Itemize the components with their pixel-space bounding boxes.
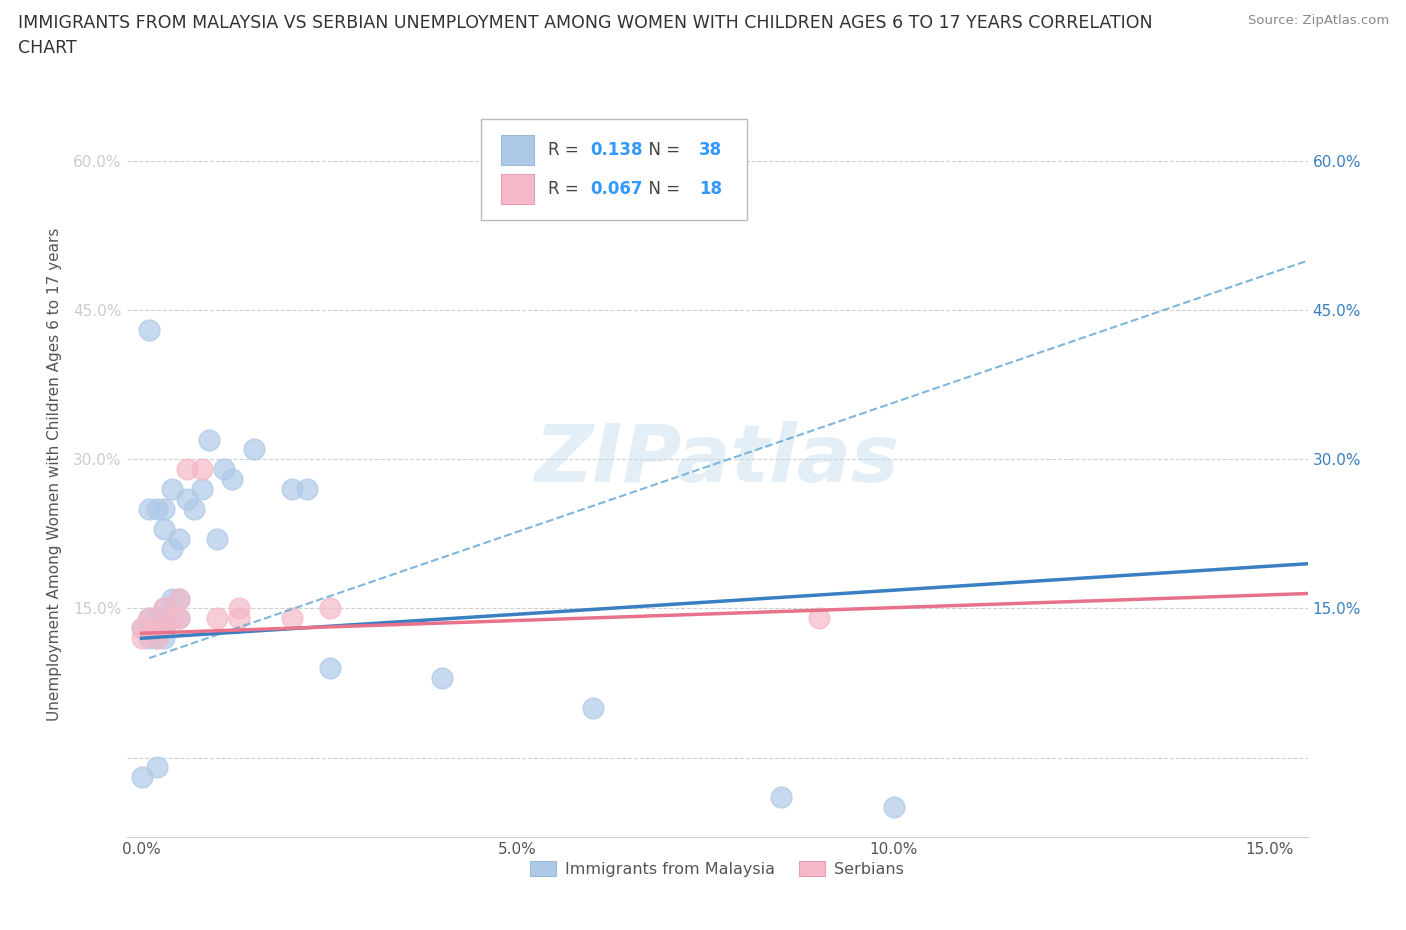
Point — [167, 591, 190, 606]
Point — [205, 611, 228, 626]
Text: CHART: CHART — [18, 39, 77, 57]
Point — [883, 800, 905, 815]
FancyBboxPatch shape — [481, 119, 747, 220]
Point — [145, 611, 167, 626]
Point — [176, 462, 198, 477]
Point — [205, 531, 228, 546]
Point — [318, 660, 340, 675]
Point — [160, 482, 183, 497]
Point — [167, 531, 190, 546]
Text: 38: 38 — [699, 141, 723, 159]
Point — [153, 621, 176, 636]
Point — [153, 631, 176, 645]
Point — [160, 591, 183, 606]
Point — [138, 501, 160, 516]
Point — [769, 790, 792, 804]
Point — [145, 760, 167, 775]
Text: 0.067: 0.067 — [591, 180, 643, 198]
Legend: Immigrants from Malaysia, Serbians: Immigrants from Malaysia, Serbians — [523, 855, 911, 884]
Point — [131, 621, 153, 636]
Point — [153, 501, 176, 516]
Point — [191, 482, 214, 497]
Point — [145, 501, 167, 516]
Point — [145, 631, 167, 645]
Point — [318, 601, 340, 616]
Point — [160, 611, 183, 626]
Point — [145, 621, 167, 636]
Text: 0.138: 0.138 — [591, 141, 643, 159]
Point — [243, 442, 266, 457]
Point — [138, 611, 160, 626]
Text: R =: R = — [548, 141, 583, 159]
Point — [228, 601, 250, 616]
Point — [582, 700, 605, 715]
Text: IMMIGRANTS FROM MALAYSIA VS SERBIAN UNEMPLOYMENT AMONG WOMEN WITH CHILDREN AGES : IMMIGRANTS FROM MALAYSIA VS SERBIAN UNEM… — [18, 14, 1153, 32]
Point — [145, 631, 167, 645]
Text: N =: N = — [638, 180, 685, 198]
Point — [167, 591, 190, 606]
Point — [138, 611, 160, 626]
Point — [183, 501, 205, 516]
Point — [138, 631, 160, 645]
Point — [138, 323, 160, 338]
FancyBboxPatch shape — [501, 174, 534, 205]
Point — [153, 601, 176, 616]
Point — [432, 671, 454, 685]
Point — [153, 621, 176, 636]
Point — [281, 611, 304, 626]
Text: 18: 18 — [699, 180, 723, 198]
Point — [281, 482, 304, 497]
Point — [153, 601, 176, 616]
Point — [198, 432, 221, 447]
Point — [214, 462, 236, 477]
Point — [153, 522, 176, 537]
FancyBboxPatch shape — [501, 135, 534, 166]
Point — [153, 611, 176, 626]
Point — [160, 541, 183, 556]
Text: R =: R = — [548, 180, 583, 198]
Text: Source: ZipAtlas.com: Source: ZipAtlas.com — [1249, 14, 1389, 27]
Point — [228, 611, 250, 626]
Point — [145, 621, 167, 636]
Point — [191, 462, 214, 477]
Point — [295, 482, 318, 497]
Y-axis label: Unemployment Among Women with Children Ages 6 to 17 years: Unemployment Among Women with Children A… — [46, 228, 62, 721]
Text: N =: N = — [638, 141, 685, 159]
Point — [176, 492, 198, 507]
Point — [807, 611, 830, 626]
Point — [131, 770, 153, 785]
Text: ZIPatlas: ZIPatlas — [534, 420, 900, 498]
Point — [167, 611, 190, 626]
Point — [131, 631, 153, 645]
Point — [221, 472, 243, 486]
Point — [131, 621, 153, 636]
Point — [167, 611, 190, 626]
